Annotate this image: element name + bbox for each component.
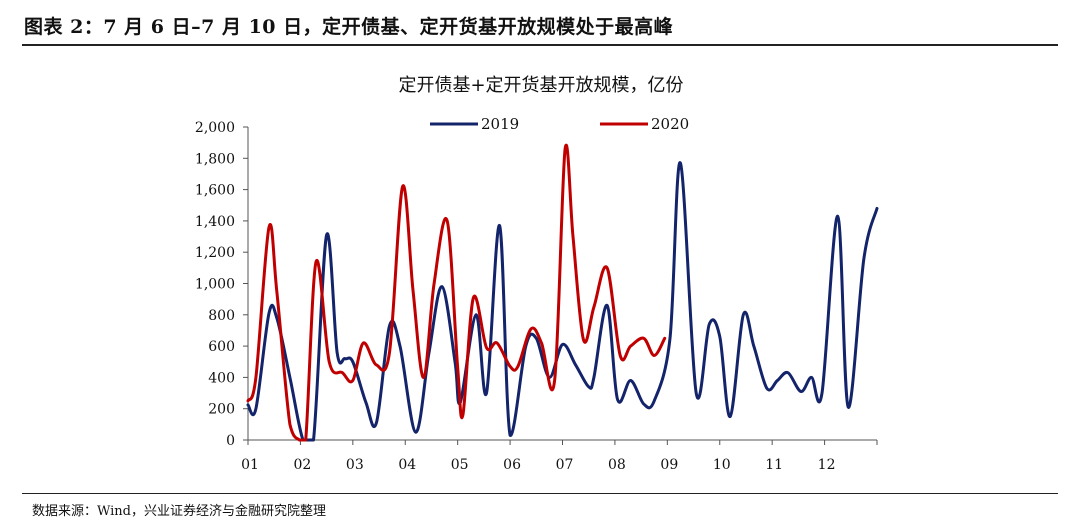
figure-header: 图表 2：7 月 6 日–7 月 10 日，定开债基、定开货基开放规模处于最高峰: [22, 8, 1058, 46]
x-tick-label: 10: [713, 457, 731, 473]
figure-footer: 数据来源：Wind，兴业证券经济与金融研究院整理: [22, 493, 1058, 519]
y-tick-label: 1,200: [195, 245, 235, 261]
y-tick-label: 800: [208, 308, 235, 324]
x-tick-label: 08: [608, 457, 626, 473]
y-tick-label: 2,000: [195, 120, 235, 136]
figure-title: 图表 2：7 月 6 日–7 月 10 日，定开债基、定开货基开放规模处于最高峰: [24, 16, 674, 38]
x-tick-label: 12: [818, 457, 836, 473]
x-tick-label: 11: [765, 457, 783, 473]
y-tick-label: 400: [208, 370, 235, 386]
y-tick-label: 200: [208, 402, 235, 418]
x-tick-label: 05: [451, 457, 469, 473]
data-source-note: 数据来源：Wind，兴业证券经济与金融研究院整理: [32, 504, 326, 519]
x-tick-label: 06: [503, 457, 521, 473]
chart-title: 定开债基+定开货基开放规模，亿份: [398, 75, 683, 96]
y-tick-label: 1,600: [195, 183, 235, 199]
legend-label-2020: 2020: [651, 115, 689, 133]
chart-axes: 0 200 400 600 800 1,000 1,200 1,400 1,600 1,800 2,…: [195, 120, 878, 473]
chart-series: [246, 143, 879, 442]
x-tick-label: 01: [241, 457, 259, 473]
chart-legend: 2019 2020: [430, 115, 689, 133]
x-tick-label: 04: [398, 457, 416, 473]
x-tick-label: 02: [294, 457, 312, 473]
x-tick-label: 03: [346, 457, 364, 473]
legend-label-2019: 2019: [481, 115, 519, 133]
y-tick-label: 1,800: [195, 151, 235, 167]
y-tick-label: 1,400: [195, 214, 235, 230]
x-tick-label: 09: [660, 457, 678, 473]
y-tick-label: 1,000: [195, 277, 235, 293]
series-line-2020: [246, 143, 667, 442]
y-tick-label: 600: [208, 339, 235, 355]
y-tick-label: 0: [226, 433, 235, 449]
x-tick-label: 07: [556, 457, 574, 473]
